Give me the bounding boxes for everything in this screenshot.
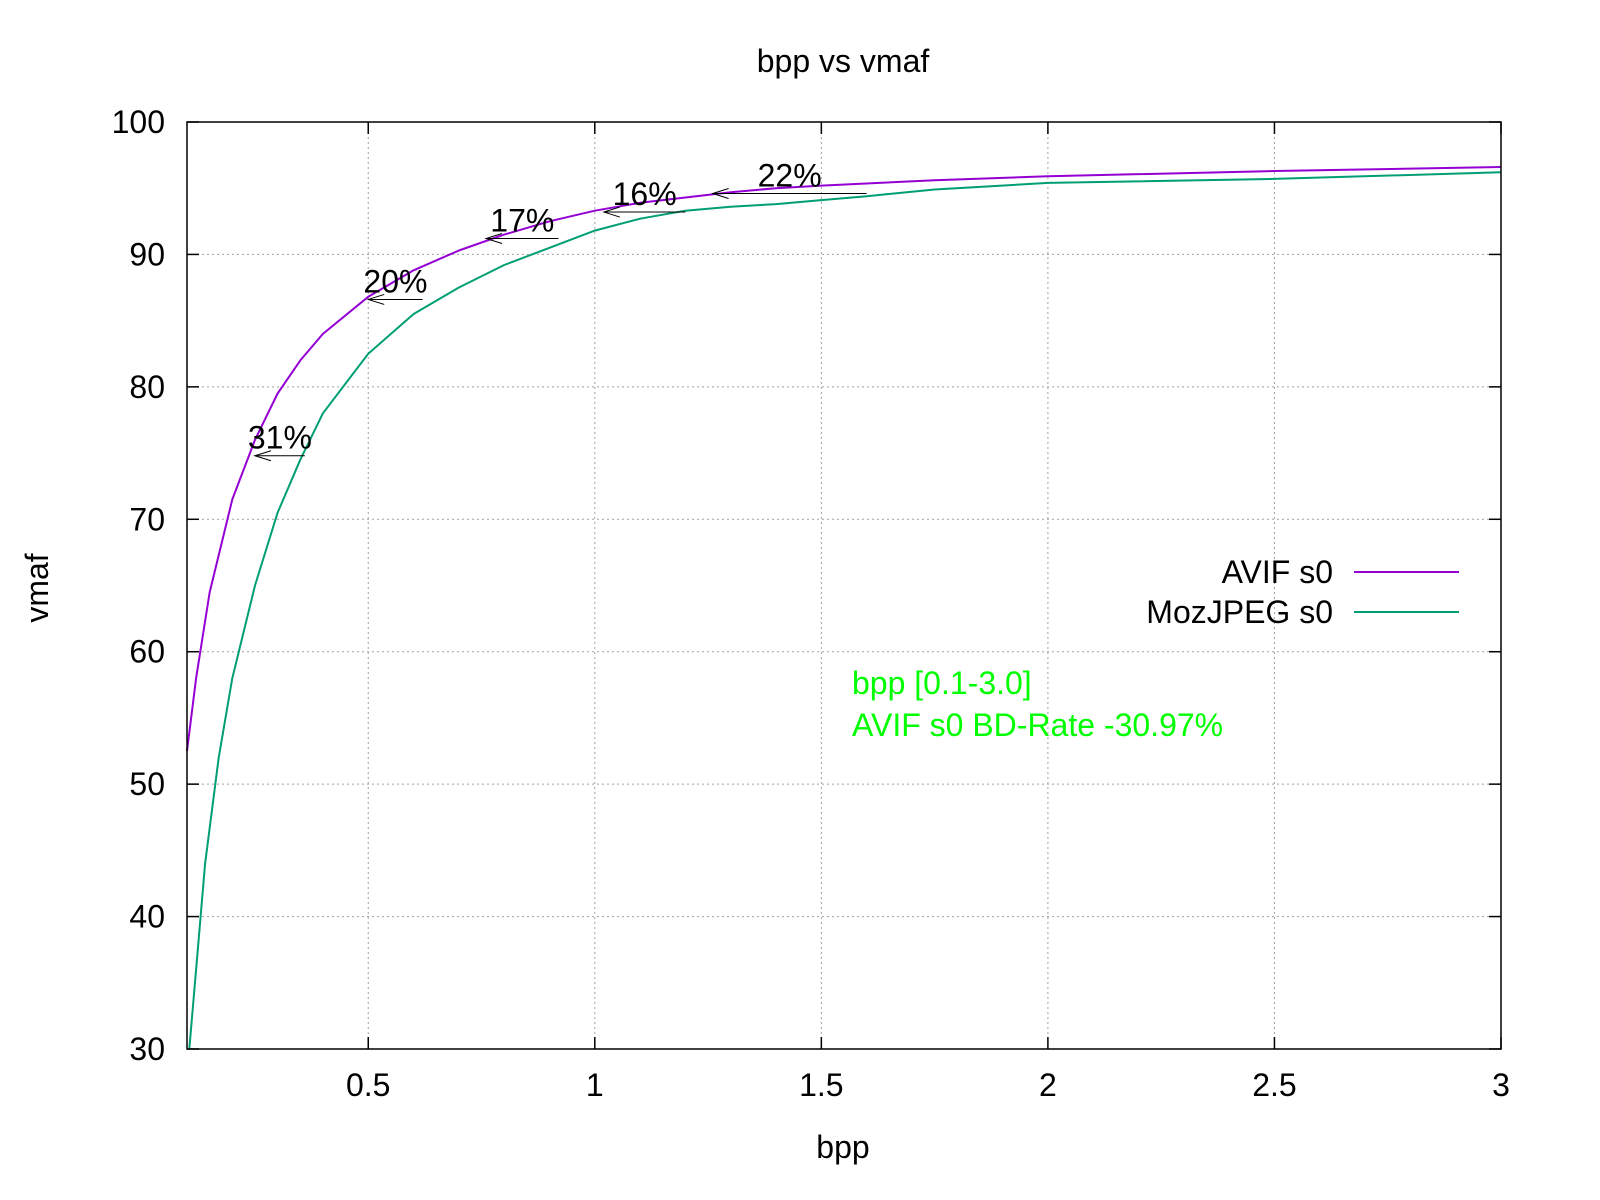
annotation-label: 17% [490, 203, 554, 239]
annotation-arrows: 31% 20% 17% 16% 22% [248, 158, 867, 462]
y-tick-label: 40 [129, 899, 165, 935]
annotation-arrowhead [710, 188, 729, 199]
legend-label-mozjpeg: MozJPEG s0 [1146, 594, 1333, 630]
annotation-arrowhead [484, 233, 503, 245]
y-tick-label: 100 [112, 104, 165, 140]
x-tick-label: 0.5 [346, 1067, 390, 1103]
y-tick-label: 60 [129, 634, 165, 670]
annotation-label: 16% [613, 176, 677, 212]
note-bd-rate: AVIF s0 BD-Rate -30.97% [852, 707, 1223, 743]
y-tick-label: 80 [129, 369, 165, 405]
annotation-label: 31% [248, 420, 312, 456]
plot-frame [186, 121, 1502, 1050]
series-line-avif [186, 166, 1502, 752]
annotation-arrowhead [253, 450, 272, 462]
y-tick-label: 70 [129, 501, 165, 537]
y-tick-label: 90 [129, 236, 165, 272]
note-bpp-range: bpp [0.1-3.0] [852, 665, 1032, 701]
legend-label-avif: AVIF s0 [1222, 554, 1333, 590]
bd-rate-notes: bpp [0.1-3.0] AVIF s0 BD-Rate -30.97% [852, 665, 1223, 743]
chart-title: bpp vs vmaf [757, 43, 930, 79]
x-tick-label: 1.5 [799, 1067, 843, 1103]
x-tick-label: 3 [1492, 1067, 1510, 1103]
legend: AVIF s0 MozJPEG s0 [1146, 554, 1459, 630]
y-tick-label: 30 [129, 1031, 165, 1067]
y-axis-label: vmaf [19, 553, 55, 622]
annotation-arrowhead [602, 206, 621, 218]
annotation-label: 22% [758, 158, 822, 194]
tick-labels: 30 40 50 60 70 80 90 100 0.5 1 1.5 2 2.5 3 [112, 104, 1510, 1103]
grid [187, 122, 1501, 1049]
x-axis-label: bpp [816, 1129, 869, 1165]
series-lines [186, 166, 1502, 1050]
x-tick-label: 1 [586, 1067, 604, 1103]
series-line-mozjpeg [188, 171, 1502, 1050]
x-tick-label: 2.5 [1252, 1067, 1296, 1103]
x-tick-label: 2 [1039, 1067, 1057, 1103]
y-tick-label: 50 [129, 766, 165, 802]
annotation-arrowhead [366, 293, 385, 305]
annotation-label: 20% [363, 263, 427, 299]
